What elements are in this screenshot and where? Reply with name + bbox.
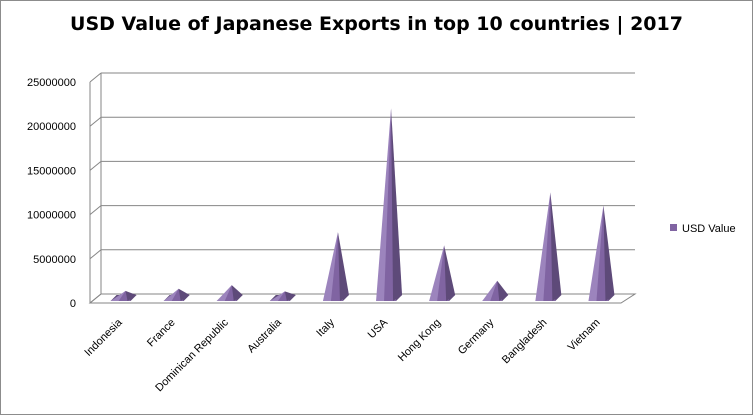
cone-bar xyxy=(269,291,296,301)
x-tick-label: USA xyxy=(366,316,391,341)
x-tick-label: Bangladesh xyxy=(500,317,550,367)
cone-face-dark xyxy=(284,291,296,301)
y-tick-label: 10000000 xyxy=(27,210,76,222)
cone-bar xyxy=(482,280,509,301)
y-tick-label: 25000000 xyxy=(27,77,76,89)
chart-title: USD Value of Japanese Exports in top 10 … xyxy=(70,13,683,35)
cone-bar xyxy=(376,108,403,301)
x-tick-label: Italy xyxy=(314,316,337,339)
cone-bar xyxy=(429,245,456,301)
cone-face-dark xyxy=(497,280,509,301)
y-tick-label: 5000000 xyxy=(33,254,76,266)
x-tick-label: Vietnam xyxy=(566,317,603,354)
cone-bar xyxy=(163,288,190,301)
y-tick-label: 15000000 xyxy=(27,165,76,177)
y-tick-label: 20000000 xyxy=(27,121,76,133)
x-tick-label: Germany xyxy=(456,316,497,357)
cone-bar xyxy=(535,192,562,301)
gridline-side xyxy=(89,116,102,127)
cone-bar xyxy=(216,285,243,301)
gridline-side xyxy=(89,205,102,215)
x-tick-label: France xyxy=(145,317,178,350)
legend-label: USD Value xyxy=(682,223,736,235)
cone-face-dark xyxy=(125,290,137,301)
gridline-side xyxy=(89,161,102,171)
legend: USD Value xyxy=(670,223,736,235)
x-tick-label: Australia xyxy=(245,316,284,355)
cone-bar xyxy=(322,232,349,301)
floor xyxy=(88,293,637,304)
cone-bar xyxy=(110,290,137,301)
cone-face-dark xyxy=(337,232,349,301)
x-tick-label: Indonesia xyxy=(82,316,125,359)
gridline-side xyxy=(89,72,102,83)
y-tick-label: 0 xyxy=(70,298,76,310)
cone-bar xyxy=(588,205,615,301)
cone-face-dark xyxy=(231,285,243,301)
x-tick-label: Hong Kong xyxy=(396,317,443,364)
gridline-side xyxy=(89,249,102,260)
cone-face-dark xyxy=(178,288,190,301)
cone-face-dark xyxy=(444,245,456,301)
cone-face-dark xyxy=(603,205,615,301)
cone-face-dark xyxy=(550,192,562,301)
legend-swatch xyxy=(670,224,677,231)
cone-face-dark xyxy=(391,108,403,301)
